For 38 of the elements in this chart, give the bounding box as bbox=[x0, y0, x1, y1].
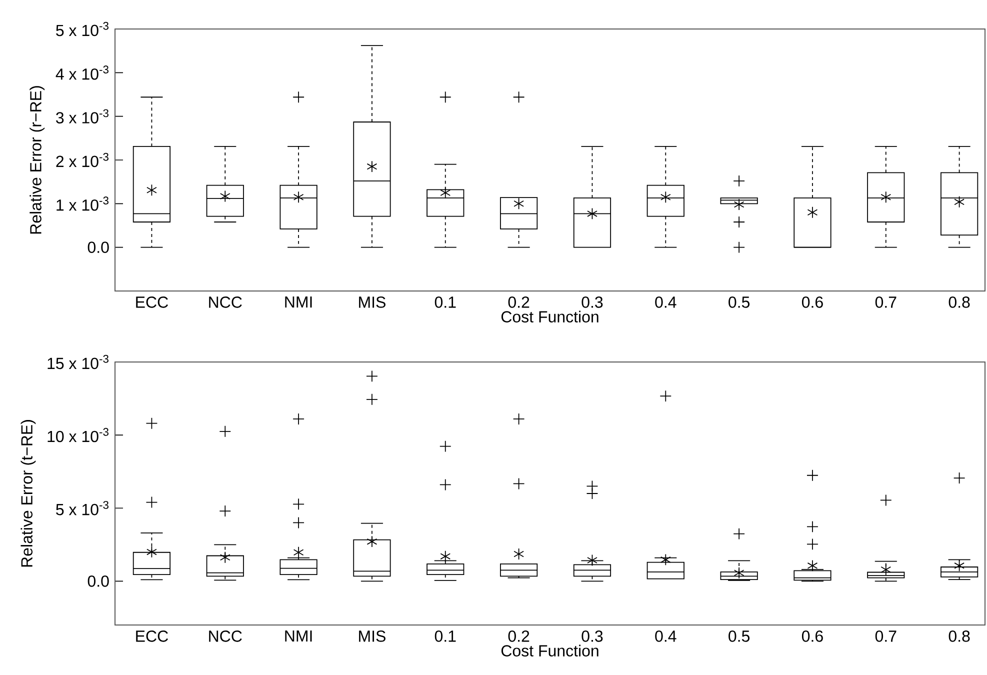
y-tick-label: 1 x 10$^{-3}$ bbox=[56, 196, 108, 211]
x-tick-label: ECC bbox=[136, 630, 168, 642]
x-tick-label: 0.6 bbox=[802, 630, 823, 642]
x-tick-label: 0.8 bbox=[948, 630, 970, 642]
x-tick-label: 0.2 bbox=[508, 630, 530, 642]
x-axis-title: Cost Function bbox=[501, 644, 598, 656]
y-axis-title: Relative Error (r−RE) bbox=[30, 86, 45, 234]
x-axis-title: Cost Function bbox=[501, 310, 598, 322]
y-tick-label: 4 x 10$^{-3}$ bbox=[56, 66, 108, 80]
x-tick-label: 0.6 bbox=[802, 296, 823, 308]
x-tick-label: NMI bbox=[285, 296, 312, 308]
y-tick-label: 3 x 10$^{-3}$ bbox=[56, 109, 108, 124]
x-tick-label: 0.7 bbox=[875, 630, 896, 642]
x-tick-label: 0.1 bbox=[434, 630, 456, 642]
x-tick-label: NCC bbox=[209, 630, 242, 642]
x-tick-label: MIS bbox=[359, 296, 386, 308]
y-tick-label: 15 x 10$^{-3}$ bbox=[48, 354, 108, 370]
y-tick-label: 5 x 10$^{-3}$ bbox=[56, 500, 108, 516]
x-tick-label: NMI bbox=[285, 630, 312, 642]
y-tick-label: 10 x 10$^{-3}$ bbox=[48, 428, 108, 442]
x-tick-label: 0.5 bbox=[728, 630, 750, 642]
x-tick-label: NCC bbox=[209, 296, 242, 308]
x-tick-label: 0.8 bbox=[948, 296, 970, 308]
y-tick-label: 2 x 10$^{-3}$ bbox=[56, 152, 108, 168]
x-tick-label: 0.7 bbox=[875, 296, 896, 308]
y-axis-title: Relative Error (t−RE) bbox=[20, 420, 36, 567]
x-tick-label: ECC bbox=[136, 296, 168, 308]
y-tick-label: 0.0 bbox=[88, 576, 109, 587]
x-tick-label: 0.3 bbox=[582, 630, 603, 642]
x-tick-label: 0.4 bbox=[655, 296, 676, 308]
x-tick-label: 0.2 bbox=[508, 296, 530, 308]
y-tick-label: 5 x 10$^{-3}$ bbox=[56, 22, 108, 36]
x-tick-label: MIS bbox=[359, 630, 386, 642]
x-tick-label: 0.3 bbox=[582, 296, 603, 308]
x-tick-label: 0.1 bbox=[434, 296, 456, 308]
y-tick-label: 0.0 bbox=[88, 242, 109, 253]
x-tick-label: 0.5 bbox=[728, 296, 750, 308]
x-tick-label: 0.4 bbox=[655, 630, 676, 642]
